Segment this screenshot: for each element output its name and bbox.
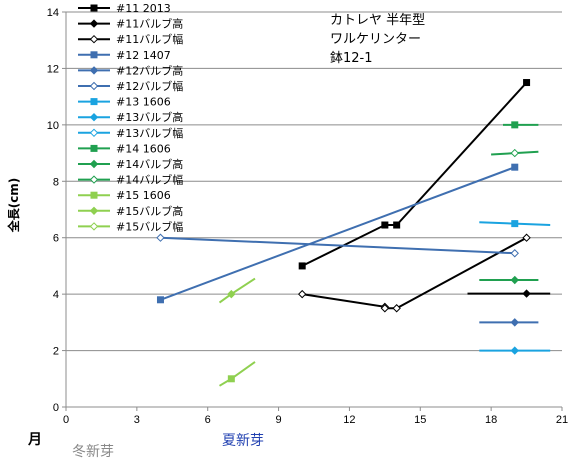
series-6-point-1 xyxy=(511,220,519,228)
legend-label-6: #13 1606 xyxy=(116,96,171,109)
plot-area xyxy=(156,79,551,387)
series-7-point-1 xyxy=(510,346,519,355)
legend-label-8: #13バルブ幅 xyxy=(116,126,183,140)
legend-marker-8 xyxy=(89,128,99,138)
legend-label-2: #11バルブ幅 xyxy=(116,32,183,46)
series-5-point-0 xyxy=(156,233,165,242)
x-tick-label-0: 0 xyxy=(63,414,69,426)
legend-marker-12 xyxy=(90,191,98,199)
axes: 0 2 4 6 8 10 12 14 0 3 6 9 12 15 18 21 xyxy=(47,7,568,426)
legend-marker-6 xyxy=(90,98,98,106)
series-0-point-1 xyxy=(381,221,389,229)
gridlines xyxy=(66,11,562,352)
x-tick-label-15: 15 xyxy=(414,414,426,426)
chart-note-1: カトレヤ 半年型 xyxy=(330,13,425,28)
y-tick-label-4: 4 xyxy=(53,289,59,301)
series-0-point-2 xyxy=(393,221,401,229)
legend-label-9: #14 1606 xyxy=(116,142,171,155)
series-2-point-3 xyxy=(392,304,401,313)
series-3-line xyxy=(160,166,516,301)
series-11-point-1 xyxy=(510,148,519,158)
legend-label-12: #15 1606 xyxy=(116,189,171,202)
legend-label-11: #14バルブ幅 xyxy=(116,173,183,187)
y-axis-label: 全長(cm) xyxy=(6,178,21,234)
legend-marker-11 xyxy=(89,175,99,184)
series-4-point-1 xyxy=(510,318,519,327)
series-3-point-0 xyxy=(156,296,164,304)
y-tick-label-0: 0 xyxy=(53,402,59,414)
legend-marker-7 xyxy=(89,112,99,122)
legend-label-7: #13バルブ高 xyxy=(116,110,183,124)
legend-label-5: #12バルブ幅 xyxy=(116,79,183,93)
y-tick-label-2: 2 xyxy=(53,346,59,358)
legend-marker-3 xyxy=(90,51,98,59)
legend-marker-1 xyxy=(89,19,99,28)
chart-note-3: 鉢12-1 xyxy=(330,51,373,66)
legend-label-3: #12 1407 xyxy=(116,49,171,62)
x-tick-label-21: 21 xyxy=(556,414,568,426)
x-tick-label-12: 12 xyxy=(343,414,355,426)
legend-label-4: #12バルブ高 xyxy=(116,63,183,77)
legend-marker-13 xyxy=(89,206,99,216)
series-0-point-0 xyxy=(298,262,306,270)
series-10-point-1 xyxy=(510,275,519,285)
series-2-point-0 xyxy=(297,289,307,299)
series-5-line xyxy=(160,236,515,255)
y-tick-label-6: 6 xyxy=(53,233,59,245)
legend-marker-4 xyxy=(89,66,99,75)
legend-label-0: #11 2013 xyxy=(116,2,171,15)
series-12-point-1 xyxy=(227,375,235,383)
legend: #11 2013 #11バルブ高#11バルブ幅 #12 1407#12バルブ高 #12… xyxy=(78,2,183,233)
series-9-point-1 xyxy=(511,121,519,129)
legend-label-10: #14バルブ高 xyxy=(116,157,183,171)
series-2-point-4 xyxy=(522,233,531,242)
series-2-point-2 xyxy=(380,304,390,313)
month-label: 月 xyxy=(27,432,42,448)
series-13-point-1 xyxy=(227,289,236,299)
x-tick-label-18: 18 xyxy=(485,414,497,426)
x-tick-label-6: 6 xyxy=(205,414,211,426)
legend-marker-10 xyxy=(89,159,99,169)
winter-shoot-label: 冬新芽 xyxy=(72,444,114,460)
y-tick-label-14: 14 xyxy=(47,7,59,19)
legend-label-13: #15バルブ高 xyxy=(116,204,183,218)
y-tick-label-12: 12 xyxy=(47,63,59,75)
legend-marker-14 xyxy=(89,222,99,231)
series-0-point-3 xyxy=(523,79,531,87)
legend-marker-5 xyxy=(89,81,99,91)
legend-label-1: #11バルブ高 xyxy=(116,17,183,31)
legend-marker-0 xyxy=(90,4,98,12)
summer-shoot-label: 夏新芽 xyxy=(222,433,264,449)
y-tick-label-8: 8 xyxy=(53,176,59,188)
legend-marker-9 xyxy=(90,144,98,152)
legend-marker-2 xyxy=(89,34,99,44)
chart-note-2: ワルケリンター xyxy=(330,32,421,47)
series-1-point-1 xyxy=(522,289,531,298)
x-tick-label-3: 3 xyxy=(134,414,140,426)
series-3-point-1 xyxy=(511,163,519,171)
x-tick-label-9: 9 xyxy=(276,414,282,426)
series-5-point-1 xyxy=(510,249,519,258)
y-tick-label-10: 10 xyxy=(47,120,59,132)
legend-label-14: #15バルブ幅 xyxy=(116,219,183,233)
